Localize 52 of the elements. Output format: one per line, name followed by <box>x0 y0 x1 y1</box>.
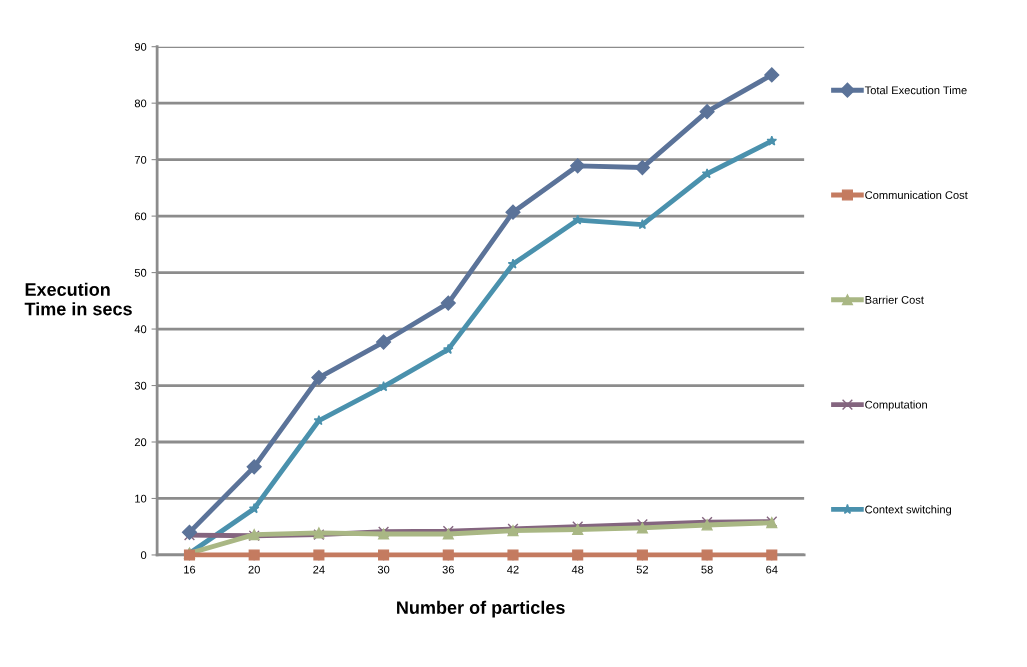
x-tick-label: 42 <box>507 565 519 574</box>
x-tick-label: 58 <box>701 565 713 574</box>
legend-label: Total Execution Time <box>864 86 967 95</box>
point <box>701 549 713 561</box>
point <box>572 214 584 225</box>
legend-label: Computation <box>865 400 927 411</box>
x-tick-label: 64 <box>766 565 778 574</box>
point <box>634 159 650 176</box>
x-tick-label: 16 <box>184 565 196 574</box>
point <box>764 67 780 83</box>
point <box>376 334 392 350</box>
legend-label: Context switching <box>865 505 952 516</box>
point <box>248 549 260 561</box>
y-tick-label: 20 <box>134 438 147 447</box>
point <box>570 158 586 174</box>
point <box>636 522 648 534</box>
point <box>442 343 454 355</box>
x-tick-label: 52 <box>636 565 649 574</box>
y-tick-label: 10 <box>135 494 147 503</box>
y-tick-label: 80 <box>134 99 147 108</box>
x-tick-label: 48 <box>571 565 584 574</box>
x-tick-label: 20 <box>248 565 260 574</box>
point <box>505 204 521 220</box>
point <box>572 549 584 561</box>
y-tick-label: 90 <box>134 42 147 51</box>
point <box>507 549 519 561</box>
point <box>507 258 519 269</box>
point <box>636 549 648 561</box>
point <box>313 549 325 561</box>
legend-label: Communication Cost <box>865 190 968 199</box>
point <box>181 524 198 540</box>
point <box>246 459 262 475</box>
x-tick-label: 30 <box>377 565 390 574</box>
point <box>699 104 715 120</box>
legend-label: Barrier Cost <box>865 295 924 304</box>
point <box>442 549 454 561</box>
x-tick-label: 24 <box>313 565 325 574</box>
x-tick-label: 36 <box>442 565 454 574</box>
y-axis-title: Execution Time in secs <box>24 282 132 316</box>
x-axis-title: Number of particles <box>397 600 565 618</box>
point <box>248 503 260 514</box>
y-tick-label: 70 <box>134 155 147 164</box>
point <box>766 549 778 561</box>
y-tick-label: 50 <box>134 268 147 277</box>
point <box>311 370 327 386</box>
point <box>440 295 456 311</box>
point <box>378 549 390 561</box>
y-tick-label: 40 <box>134 325 147 334</box>
y-tick-label: 60 <box>134 212 147 221</box>
y-tick-label: 30 <box>134 381 147 390</box>
y-tick-label: 0 <box>140 551 147 560</box>
point <box>766 135 778 146</box>
